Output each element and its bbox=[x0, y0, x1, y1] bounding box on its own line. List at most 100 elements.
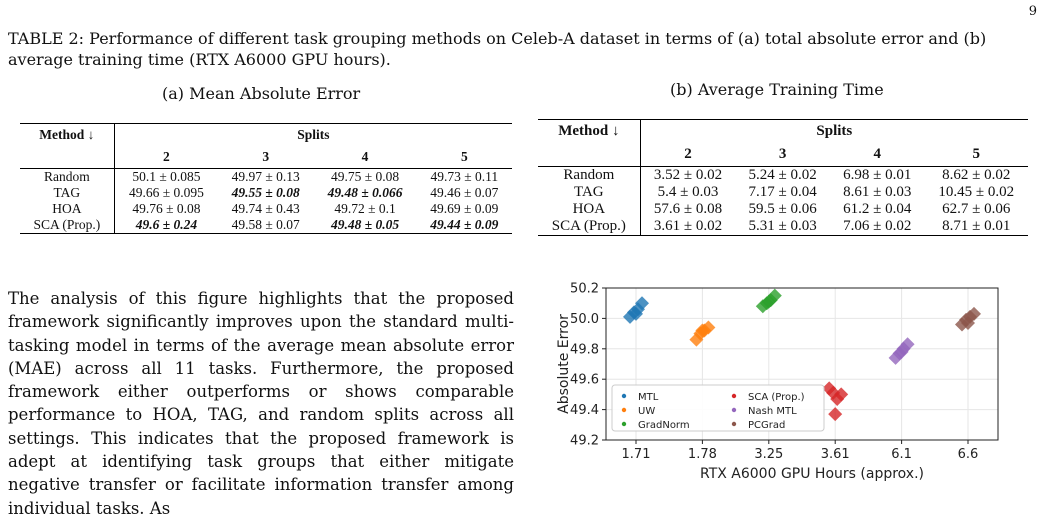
legend-label: MTL bbox=[638, 392, 659, 403]
data-point bbox=[767, 288, 782, 303]
body-paragraph: The analysis of this figure highlights t… bbox=[8, 289, 514, 518]
value-cell: 8.71 ± 0.01 bbox=[942, 217, 1011, 234]
legend-label: PCGrad bbox=[748, 420, 785, 431]
splits-header: Splits bbox=[297, 127, 330, 143]
x-tick-label: 1.71 bbox=[622, 447, 651, 462]
y-tick-label: 50.0 bbox=[570, 312, 599, 327]
value-cell: 49.69 ± 0.09 bbox=[430, 200, 499, 216]
value-cell: 8.61 ± 0.03 bbox=[843, 183, 912, 200]
value-cell: 49.73 ± 0.11 bbox=[430, 169, 499, 184]
value-cell: 61.2 ± 0.04 bbox=[843, 200, 912, 217]
table-row: TAG 49.66 ± 0.095 49.55 ± 0.08 49.48 ± 0.06… bbox=[20, 184, 512, 201]
value-cell: 50.1 ± 0.085 bbox=[132, 169, 201, 184]
scatter-chart: 49.2 49.4 49.6 49.8 50.0 50.2 1.71 1.78 3.25 3.61… bbox=[556, 282, 999, 482]
value-cell: 8.62 ± 0.02 bbox=[942, 167, 1011, 183]
table-caption: TABLE 2: Performance of different task g… bbox=[8, 29, 987, 69]
value-cell: 49.58 ± 0.07 bbox=[231, 216, 300, 232]
method-cell: TAG bbox=[20, 184, 115, 201]
value-cell: 59.5 ± 0.06 bbox=[748, 200, 817, 217]
split-header: 2 bbox=[684, 146, 692, 163]
value-cell: 49.76 ± 0.08 bbox=[132, 200, 201, 216]
value-cell: 5.4 ± 0.03 bbox=[657, 183, 719, 200]
data-point bbox=[761, 294, 776, 309]
legend-marker bbox=[731, 393, 737, 399]
table-row: TAG 5.4 ± 0.03 7.17 ± 0.04 8.61 ± 0.03 10.45… bbox=[538, 183, 1028, 201]
x-tick-label: 1.78 bbox=[688, 447, 717, 462]
data-point bbox=[822, 381, 837, 396]
method-header: Method ↓ bbox=[20, 123, 115, 147]
value-cell: 49.48 ± 0.066 bbox=[327, 184, 403, 200]
split-header: 5 bbox=[972, 146, 981, 163]
page-number: 9 bbox=[1028, 4, 1037, 19]
value-cell: 7.06 ± 0.02 bbox=[843, 217, 912, 234]
method-header: Method ↓ bbox=[538, 119, 641, 144]
value-cell: 49.75 ± 0.08 bbox=[330, 169, 400, 184]
legend-box bbox=[611, 384, 825, 432]
y-axis-label: Absolute Error bbox=[556, 314, 572, 414]
x-axis-label: RTX A6000 GPU Hours (approx.) bbox=[700, 466, 924, 482]
value-cell: 5.31 ± 0.03 bbox=[748, 217, 817, 234]
data-point bbox=[635, 296, 649, 311]
table-a-title: (a) Mean Absolute Error bbox=[162, 84, 361, 103]
value-cell: 49.66 ± 0.095 bbox=[128, 184, 204, 200]
data-point bbox=[826, 385, 841, 400]
legend-marker bbox=[731, 421, 737, 427]
y-tick-label: 49.6 bbox=[570, 373, 599, 388]
data-point bbox=[830, 391, 845, 406]
split-header: 3 bbox=[778, 146, 787, 163]
y-tick-label: 50.2 bbox=[570, 282, 599, 297]
data-point bbox=[894, 344, 909, 359]
method-cell: SCA (Prop.) bbox=[20, 216, 115, 233]
value-cell: 7.17 ± 0.04 bbox=[748, 183, 817, 200]
split-header: 3 bbox=[262, 149, 270, 165]
x-tick-label: 6.6 bbox=[958, 447, 979, 462]
legend-marker bbox=[731, 407, 737, 413]
value-cell: 49.48 ± 0.05 bbox=[330, 216, 400, 232]
method-cell: SCA (Prop.) bbox=[538, 217, 641, 235]
data-point bbox=[967, 306, 981, 321]
legend-marker bbox=[621, 393, 627, 399]
table-row: HOA 57.6 ± 0.08 59.5 ± 0.06 61.2 ± 0.04 62.7… bbox=[538, 200, 1028, 218]
data-point bbox=[828, 407, 843, 422]
table-row: SCA (Prop.) 49.6 ± 0.24 49.58 ± 0.07 49.48 … bbox=[20, 216, 512, 233]
value-cell: 57.6 ± 0.08 bbox=[653, 200, 723, 217]
mae-table: Method ↓ Splits 2 3 4 5 Random 50.1 ± 0.0… bbox=[20, 123, 512, 234]
data-point bbox=[961, 315, 975, 330]
value-cell: 5.24 ± 0.02 bbox=[748, 167, 817, 183]
plot-frame bbox=[605, 287, 999, 441]
training-time-table: Method ↓ Splits 2 3 4 5 Random 3.52 ± 0.0… bbox=[538, 119, 1028, 236]
value-cell: 62.7 ± 0.06 bbox=[942, 200, 1011, 217]
method-cell: TAG bbox=[538, 183, 641, 201]
legend-label: UW bbox=[638, 406, 655, 417]
table-row: HOA 49.76 ± 0.08 49.74 ± 0.43 49.72 ± 0.1 49… bbox=[20, 200, 512, 217]
y-tick-label: 49.2 bbox=[570, 434, 599, 449]
table-b-title: (b) Average Training Time bbox=[670, 80, 884, 99]
data-point bbox=[689, 332, 704, 347]
x-tick-label: 6.1 bbox=[891, 447, 912, 462]
legend-marker bbox=[621, 421, 627, 427]
split-header: 5 bbox=[460, 149, 468, 165]
legend-label: SCA (Prop.) bbox=[748, 392, 805, 403]
data-point bbox=[900, 337, 915, 352]
value-cell: 49.74 ± 0.43 bbox=[231, 200, 300, 216]
legend-marker bbox=[621, 407, 627, 413]
x-tick-label: 3.61 bbox=[821, 447, 850, 462]
legend-label: GradNorm bbox=[638, 420, 690, 431]
data-point bbox=[695, 323, 710, 338]
data-point bbox=[834, 387, 849, 402]
splits-header: Splits bbox=[816, 123, 853, 140]
data-point bbox=[629, 306, 643, 321]
method-cell: Random bbox=[20, 168, 115, 185]
value-cell: 49.6 ± 0.24 bbox=[135, 216, 198, 232]
method-cell: HOA bbox=[538, 200, 641, 218]
value-cell: 3.61 ± 0.02 bbox=[653, 217, 723, 234]
split-header: 4 bbox=[361, 149, 369, 165]
table-row: SCA (Prop.) 3.61 ± 0.02 5.31 ± 0.03 7.06 ± … bbox=[538, 217, 1028, 235]
method-cell: Random bbox=[538, 166, 641, 184]
value-cell: 49.46 ± 0.07 bbox=[430, 184, 499, 200]
y-tick-label: 49.4 bbox=[570, 403, 599, 418]
table-row: Random 50.1 ± 0.085 49.97 ± 0.13 49.75 ± 0.… bbox=[20, 168, 512, 185]
split-header: 4 bbox=[873, 146, 881, 163]
method-cell: HOA bbox=[20, 200, 115, 217]
value-cell: 49.44 ± 0.09 bbox=[430, 216, 499, 232]
